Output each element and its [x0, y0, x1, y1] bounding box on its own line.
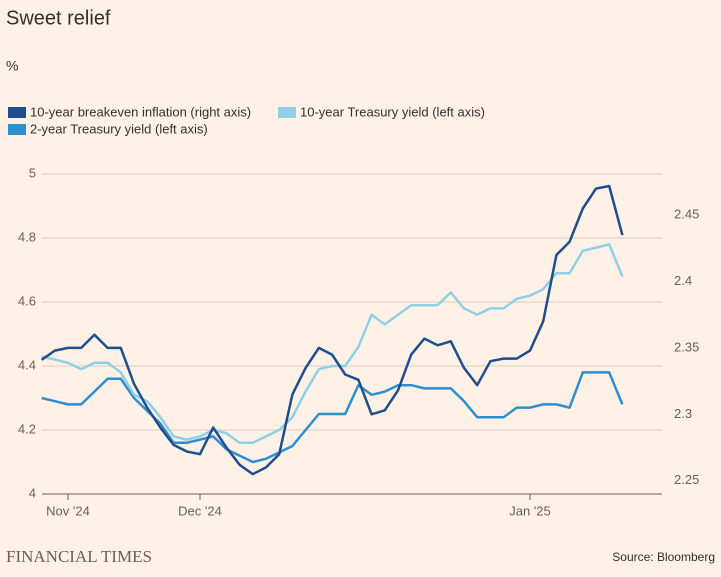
x-tick-label: Dec '24	[178, 503, 222, 518]
y2-tick-label: 2.3	[674, 406, 692, 421]
series-line	[40, 184, 624, 476]
x-tick-label: Nov '24	[46, 503, 90, 518]
y-tick-label: 4.6	[18, 293, 36, 308]
legend-label: 10-year Treasury yield (left axis)	[300, 104, 485, 119]
legend-label: 10-year breakeven inflation (right axis)	[30, 104, 251, 119]
chart-title: Sweet relief	[6, 7, 111, 29]
series-line	[41, 371, 624, 464]
y-tick-label: 4.2	[18, 421, 36, 436]
source: Source: Bloomberg	[612, 550, 715, 564]
y-tick-label: 4.8	[18, 229, 36, 244]
y-tick-label: 4	[29, 485, 36, 500]
x-tick-label: Jan '25	[509, 503, 551, 518]
brand: FINANCIAL TIMES	[6, 547, 152, 566]
series-line	[41, 243, 624, 445]
y2-tick-label: 2.4	[674, 273, 692, 288]
chart-subtitle: %	[6, 58, 18, 74]
y-tick-label: 5	[29, 165, 36, 180]
y-tick-label: 4.4	[18, 357, 36, 372]
legend-swatch	[278, 107, 296, 118]
legend-swatch	[8, 107, 26, 118]
y2-tick-label: 2.25	[674, 472, 699, 487]
legend-label: 2-year Treasury yield (left axis)	[30, 121, 208, 136]
y2-tick-label: 2.35	[674, 339, 699, 354]
y2-tick-label: 2.45	[674, 207, 699, 222]
legend-swatch	[8, 124, 26, 135]
